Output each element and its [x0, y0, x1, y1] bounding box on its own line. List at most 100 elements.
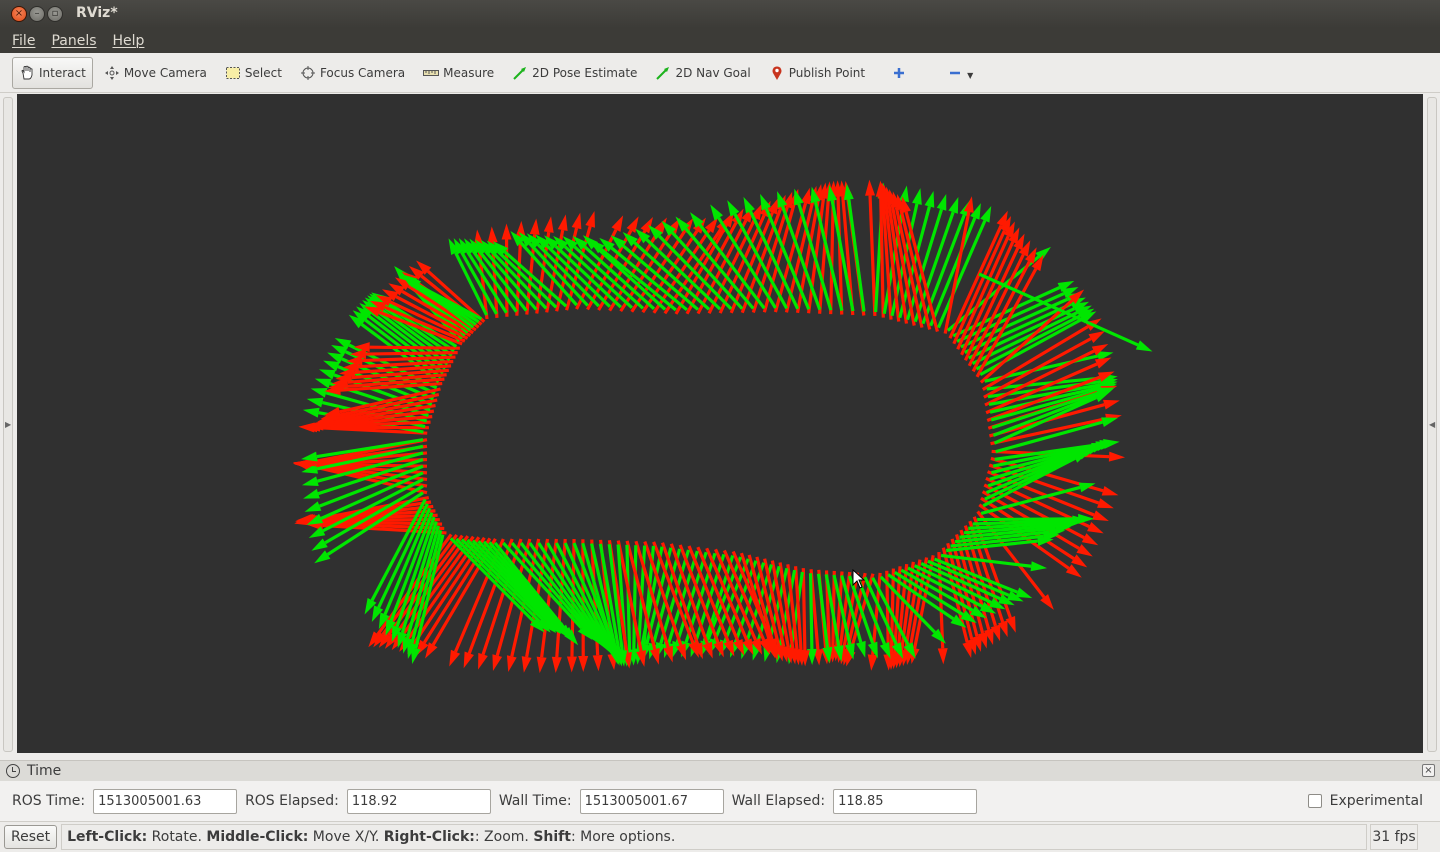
- pose-arrow: [705, 547, 754, 656]
- pose-array-arrows: [292, 179, 1153, 674]
- left-dock-handle[interactable]: ▶: [3, 97, 13, 752]
- pose-arrow: [301, 444, 424, 474]
- menu-file[interactable]: File: [12, 32, 36, 49]
- pose-arrow: [346, 355, 456, 366]
- pose-arrow: [661, 220, 744, 310]
- tool-focus-camera-button[interactable]: Focus Camera: [293, 57, 412, 89]
- mouse-cursor-icon: [852, 569, 866, 589]
- tool-measure-label: Measure: [443, 65, 495, 80]
- focus-camera-icon: [300, 65, 316, 81]
- pose-arrow: [993, 390, 1112, 445]
- pose-arrow: [952, 280, 1075, 338]
- pose-arrow: [794, 188, 833, 311]
- pose-arrow: [486, 240, 558, 309]
- pose-arrow: [871, 576, 916, 659]
- wall-elapsed-label: Wall Elapsed:: [731, 793, 826, 809]
- pose-arrow: [832, 574, 855, 660]
- pose-arrow: [967, 240, 1031, 367]
- pose-arrow: [634, 540, 673, 663]
- ros-time-field[interactable]: [93, 788, 238, 814]
- pose-arrow: [385, 512, 434, 636]
- minimize-icon: –: [34, 8, 40, 19]
- minimize-window-button[interactable]: –: [29, 6, 45, 22]
- pose-arrow: [984, 344, 1109, 407]
- pose-arrow: [515, 220, 526, 316]
- tool-2d-pose-estimate-button[interactable]: 2D Pose Estimate: [505, 57, 644, 89]
- menu-help[interactable]: Help: [112, 32, 145, 49]
- close-window-button[interactable]: ×: [11, 6, 27, 22]
- pose-arrow: [625, 540, 660, 665]
- pose-arrow: [301, 451, 424, 486]
- plus-icon: [891, 65, 907, 81]
- maximize-icon: ▫: [51, 8, 59, 19]
- tool-select-button[interactable]: Select: [218, 57, 289, 89]
- tool-2d-nav-goal-button[interactable]: 2D Nav Goal: [648, 57, 757, 89]
- tool-publish-point-button[interactable]: Publish Point: [762, 57, 872, 89]
- help-left-click-key: Left-Click:: [67, 829, 148, 845]
- help-middle-click-key: Middle-Click:: [206, 829, 309, 845]
- add-tool-button[interactable]: [884, 57, 918, 89]
- tool-measure-button[interactable]: Measure: [416, 57, 501, 89]
- menu-bar: File Panels Help: [0, 28, 1440, 53]
- help-middle-click-text: Move X/Y.: [308, 829, 384, 845]
- pose-arrow: [553, 235, 634, 309]
- pose-arrow: [933, 557, 1033, 599]
- status-bar: Reset Left-Click: Rotate. Middle-Click: …: [0, 821, 1440, 852]
- experimental-toggle[interactable]: Experimental: [1307, 793, 1423, 809]
- pose-arrow: [371, 503, 429, 623]
- maximize-window-button[interactable]: ▫: [47, 6, 63, 22]
- pose-arrow: [945, 536, 1054, 553]
- pose-arrow: [882, 185, 909, 315]
- ros-time-label: ROS Time:: [12, 793, 86, 809]
- select-icon: [225, 65, 241, 81]
- pose-arrow: [616, 540, 647, 667]
- tool-move-camera-button[interactable]: Move Camera: [97, 57, 214, 89]
- tool-focus-camera-label: Focus Camera: [319, 65, 406, 80]
- pose-arrow-icon: [512, 65, 528, 81]
- help-shift-key: Shift: [533, 829, 571, 845]
- pose-arrow: [635, 228, 722, 311]
- experimental-checkbox[interactable]: [1307, 794, 1322, 808]
- pose-arrow: [373, 534, 459, 648]
- pose-arrow: [610, 235, 700, 311]
- pose-arrow: [669, 543, 713, 659]
- minus-icon: [947, 65, 963, 81]
- remove-tool-button[interactable]: ▼: [940, 57, 980, 89]
- pose-arrow: [963, 233, 1025, 361]
- close-time-panel-button[interactable]: ×: [1422, 764, 1435, 777]
- wall-elapsed-field[interactable]: [833, 788, 978, 814]
- ros-elapsed-field[interactable]: [346, 788, 491, 814]
- reset-button[interactable]: Reset: [4, 825, 58, 849]
- viewport-frame: ▶ ◀: [0, 93, 1440, 760]
- pose-arrow: [526, 233, 600, 308]
- pose-arrow: [687, 545, 735, 657]
- nav-goal-icon: [655, 65, 671, 81]
- ruler-icon: [423, 65, 440, 81]
- pose-arrow: [311, 484, 424, 551]
- pose-arrow: [840, 575, 866, 658]
- pose-arrow: [983, 330, 1105, 399]
- pose-arrow: [622, 232, 711, 311]
- pose-arrow: [410, 534, 445, 664]
- pose-arrow: [971, 247, 1037, 373]
- pose-arrow: [806, 573, 817, 666]
- pose-arrow: [643, 541, 687, 661]
- pose-arrow: [388, 283, 474, 335]
- 3d-render-viewport[interactable]: [17, 94, 1423, 753]
- pose-arrow: [855, 575, 891, 659]
- pose-arrow: [978, 503, 1082, 578]
- pose-arrow: [995, 417, 1118, 454]
- pose-arrow: [936, 205, 992, 329]
- tool-interact-button[interactable]: Interact: [12, 56, 93, 89]
- pose-arrow: [929, 203, 981, 327]
- right-dock-handle[interactable]: ◀: [1427, 97, 1437, 752]
- pose-arrow: [324, 387, 441, 417]
- chevron-right-icon: ▶: [5, 420, 12, 429]
- pose-arrow: [378, 507, 432, 630]
- pose-arrow: [731, 550, 778, 655]
- pose-arrow: [303, 458, 424, 499]
- pose-arrow: [816, 573, 833, 664]
- menu-panels[interactable]: Panels: [51, 32, 97, 49]
- wall-time-field[interactable]: [579, 788, 724, 814]
- pose-arrow: [907, 566, 997, 614]
